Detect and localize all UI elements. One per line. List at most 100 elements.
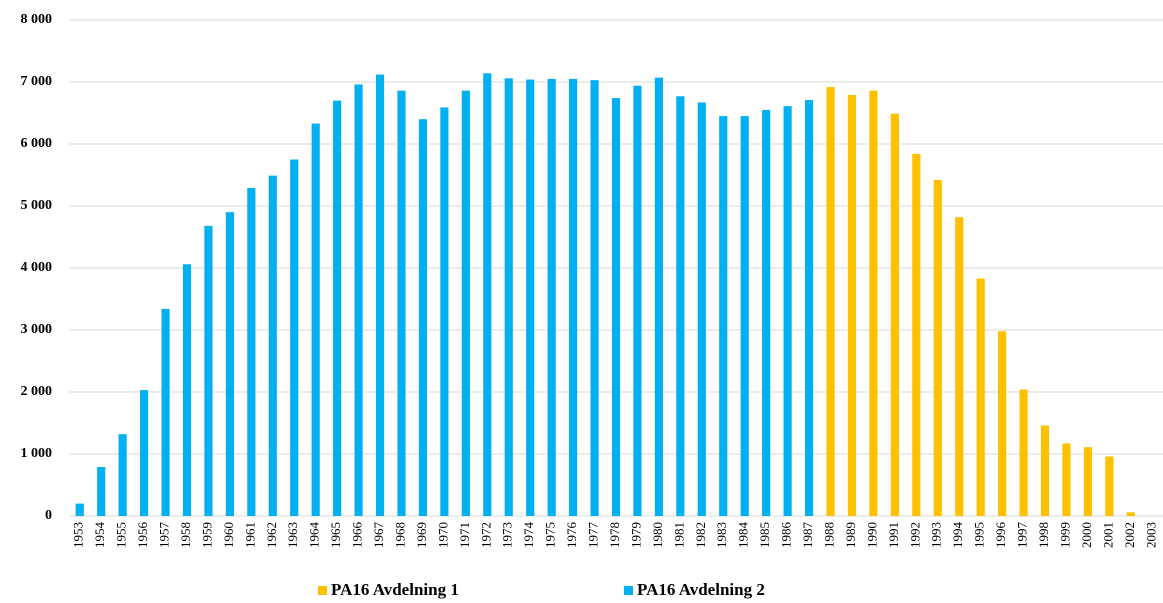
x-tick-label: 1997 — [1015, 522, 1030, 549]
bar — [354, 84, 363, 516]
x-tick-label: 1954 — [92, 522, 107, 549]
x-tick-label: 1980 — [650, 522, 665, 548]
y-tick-label: 8 000 — [21, 12, 53, 27]
bar — [140, 390, 149, 516]
bar — [890, 113, 899, 517]
x-tick-label: 1956 — [135, 522, 150, 549]
x-tick-label: 1987 — [800, 522, 815, 549]
bar — [633, 85, 642, 516]
x-tick-label: 1961 — [242, 522, 257, 548]
x-tick-label: 1989 — [843, 522, 858, 548]
legend-label: PA16 Avdelning 1 — [331, 580, 459, 599]
bar — [740, 116, 749, 516]
bar — [933, 179, 942, 516]
bar — [333, 100, 342, 516]
x-tick-label: 1999 — [1057, 522, 1072, 548]
y-tick-label: 7 000 — [21, 74, 53, 89]
bar — [569, 78, 578, 517]
bar — [869, 90, 878, 517]
bar — [182, 264, 192, 516]
x-tick-label: 1974 — [521, 522, 536, 549]
bar — [311, 123, 320, 516]
x-tick-label: 1969 — [414, 522, 429, 548]
bar — [440, 107, 449, 517]
bar — [654, 77, 663, 516]
x-tick-label: 1955 — [114, 522, 129, 548]
bar — [204, 225, 213, 516]
bar — [804, 99, 814, 516]
x-tick-label: 2003 — [1143, 522, 1158, 548]
y-tick-label: 4 000 — [21, 260, 53, 275]
bar — [1126, 512, 1135, 516]
bar — [955, 217, 964, 516]
x-tick-label: 1965 — [328, 522, 343, 548]
bar — [912, 153, 921, 517]
bar — [676, 96, 685, 516]
bar — [826, 86, 835, 517]
x-tick-label: 1972 — [478, 522, 493, 548]
x-tick-label: 1992 — [907, 522, 922, 548]
x-tick-label: 1964 — [307, 522, 322, 549]
bar — [526, 79, 535, 517]
x-tick-label: 1990 — [864, 522, 879, 548]
bar — [976, 278, 985, 516]
bar — [1040, 425, 1050, 516]
bar — [461, 90, 470, 517]
bar — [762, 109, 771, 517]
x-tick-label: 1981 — [671, 522, 686, 548]
bar — [1062, 443, 1071, 516]
y-tick-label: 0 — [45, 508, 52, 523]
x-tick-label: 1960 — [221, 522, 236, 548]
bar — [483, 73, 492, 516]
y-tick-label: 1 000 — [21, 446, 53, 461]
x-tick-label: 1966 — [350, 522, 365, 549]
bar — [998, 331, 1007, 516]
x-tick-label: 1973 — [500, 522, 515, 548]
bar — [268, 175, 277, 516]
bar — [375, 74, 385, 516]
bar — [1083, 447, 1092, 516]
bar — [397, 90, 406, 517]
y-tick-label: 3 000 — [21, 322, 53, 337]
y-tick-label: 6 000 — [21, 136, 53, 151]
x-tick-label: 1994 — [950, 522, 965, 549]
x-tick-label: 1988 — [821, 522, 836, 548]
bar — [547, 78, 556, 517]
bar — [225, 212, 234, 516]
bar — [290, 159, 299, 516]
bar — [783, 106, 792, 517]
x-tick-label: 2000 — [1079, 522, 1094, 548]
bar — [590, 80, 599, 516]
bar — [1019, 389, 1028, 516]
x-tick-label: 1962 — [264, 522, 279, 548]
legend-label: PA16 Avdelning 2 — [637, 580, 765, 599]
x-tick-label: 1963 — [285, 522, 300, 548]
x-tick-label: 1978 — [607, 522, 622, 548]
x-tick-label: 1991 — [886, 522, 901, 548]
x-tick-label: 1993 — [929, 522, 944, 548]
x-tick-label: 1982 — [693, 522, 708, 548]
x-tick-label: 1985 — [757, 522, 772, 548]
bar — [611, 98, 621, 517]
bar — [719, 116, 728, 516]
legend-swatch — [624, 586, 633, 595]
x-tick-label: 1976 — [564, 522, 579, 549]
bar — [97, 467, 106, 516]
x-tick-label: 1998 — [1036, 522, 1051, 548]
x-tick-label: 1970 — [435, 522, 450, 548]
x-tick-label: 1975 — [543, 522, 558, 548]
bar — [418, 119, 428, 516]
x-tick-label: 1977 — [586, 522, 601, 549]
y-tick-label: 5 000 — [21, 198, 53, 213]
x-tick-label: 1986 — [779, 522, 794, 549]
bar — [75, 503, 84, 516]
legend-swatch — [318, 586, 327, 595]
x-tick-label: 1958 — [178, 522, 193, 548]
x-tick-label: 1996 — [993, 522, 1008, 549]
x-tick-label: 1971 — [457, 522, 472, 548]
x-tick-label: 1968 — [392, 522, 407, 548]
bar — [847, 95, 857, 517]
bar — [1105, 456, 1114, 516]
bar — [161, 308, 170, 516]
